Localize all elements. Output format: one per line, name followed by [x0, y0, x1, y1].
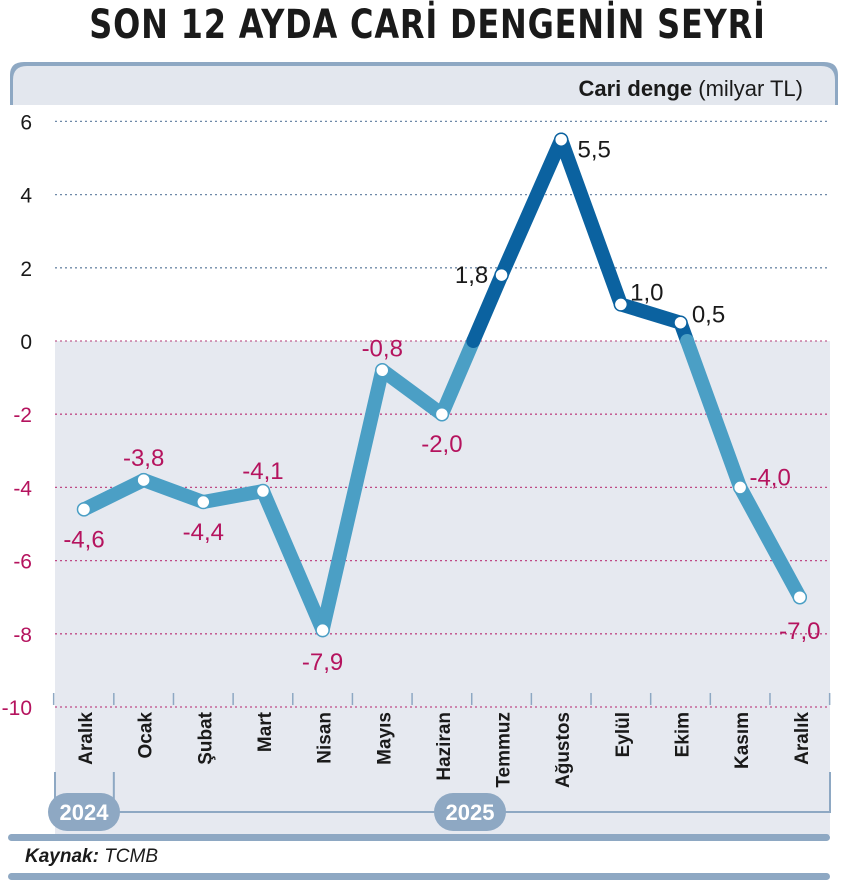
series-line-segment [255, 484, 330, 638]
data-point [375, 363, 390, 378]
y-tick-label: 0 [20, 331, 32, 354]
series-line-segment [554, 132, 628, 312]
source-value: TCMB [104, 846, 159, 867]
y-tick-label: 4 [20, 185, 32, 208]
data-label: 5,5 [578, 137, 611, 164]
data-label: -7,0 [779, 618, 820, 645]
series-line-segment [315, 363, 390, 638]
data-point [673, 315, 688, 330]
data-label: -3,8 [123, 445, 164, 472]
footer-rule [8, 873, 830, 880]
x-tick-label: Mart [255, 711, 276, 752]
data-label: 1,0 [630, 279, 663, 306]
data-label: -7,9 [302, 649, 343, 676]
data-point [792, 589, 808, 605]
data-point [315, 622, 330, 638]
data-point [494, 267, 509, 283]
data-label: -4,1 [242, 458, 283, 485]
x-tick-label: Kasım [732, 712, 753, 769]
year-badge [48, 793, 120, 831]
source-label: Kaynak: [25, 846, 99, 867]
series-line-segment [494, 132, 569, 283]
x-tick-label: Temmuz [494, 712, 515, 788]
series-line-segment [613, 297, 688, 330]
series-line-segment [434, 334, 481, 422]
x-tick-label: Mayıs [374, 712, 395, 765]
series-line-segment [733, 480, 807, 605]
series-line-segment [136, 473, 211, 510]
data-point [196, 494, 211, 510]
year-badge-label: 2025 [446, 800, 495, 825]
data-point [732, 480, 748, 495]
data-point [553, 132, 569, 147]
x-tick-label: Aralık [792, 712, 813, 765]
data-label: -0,8 [362, 335, 403, 362]
year-bracket-2025 [113, 772, 831, 813]
negative-region-bg [55, 341, 830, 835]
chart-title: SON 12 AYDA CARİ DENGENİN SEYRİ [89, 2, 766, 48]
x-tick-label: Ağustos [553, 712, 574, 788]
x-tick-label: Ocak [136, 712, 157, 759]
series-line-segment [466, 268, 509, 348]
y-tick-label: 2 [20, 258, 32, 281]
series-line-segment [375, 363, 449, 422]
data-label: -4,6 [63, 526, 104, 553]
series-line-segment [196, 484, 270, 510]
data-point [613, 297, 629, 312]
x-tick-label: Ekim [673, 712, 694, 757]
x-tick-label: Aralık [76, 712, 97, 765]
x-tick-label: Şubat [195, 711, 216, 764]
y-tick-label: -8 [13, 624, 32, 647]
source-note: Kaynak: TCMB [25, 846, 158, 868]
x-tick-label: Eylül [613, 712, 634, 757]
y-tick-label: -10 [2, 697, 32, 720]
y-tick-label: 6 [20, 111, 32, 134]
year-badge [434, 793, 506, 831]
y-tick-label: -2 [13, 404, 32, 427]
data-point [255, 483, 271, 499]
series-line-segment [77, 473, 151, 517]
x-tick-label: Nisan [315, 712, 336, 764]
data-label: -4,0 [749, 464, 790, 491]
y-axis-label: Cari denge (milyar TL) [578, 76, 803, 101]
y-tick-label: -6 [13, 551, 32, 574]
data-label: 0,5 [692, 302, 725, 329]
data-label: -2,0 [421, 431, 462, 458]
year-badge-label: 2024 [60, 800, 110, 825]
x-tick-label: Haziran [434, 712, 455, 781]
series-line-segment [680, 334, 748, 495]
bottom-rule [8, 834, 830, 841]
y-tick-label: -4 [13, 477, 32, 500]
data-point [434, 406, 450, 422]
data-label: 1,8 [455, 262, 488, 289]
data-point [76, 502, 92, 517]
data-point [136, 472, 151, 488]
data-label: -4,4 [183, 519, 224, 546]
header-band [13, 66, 835, 105]
